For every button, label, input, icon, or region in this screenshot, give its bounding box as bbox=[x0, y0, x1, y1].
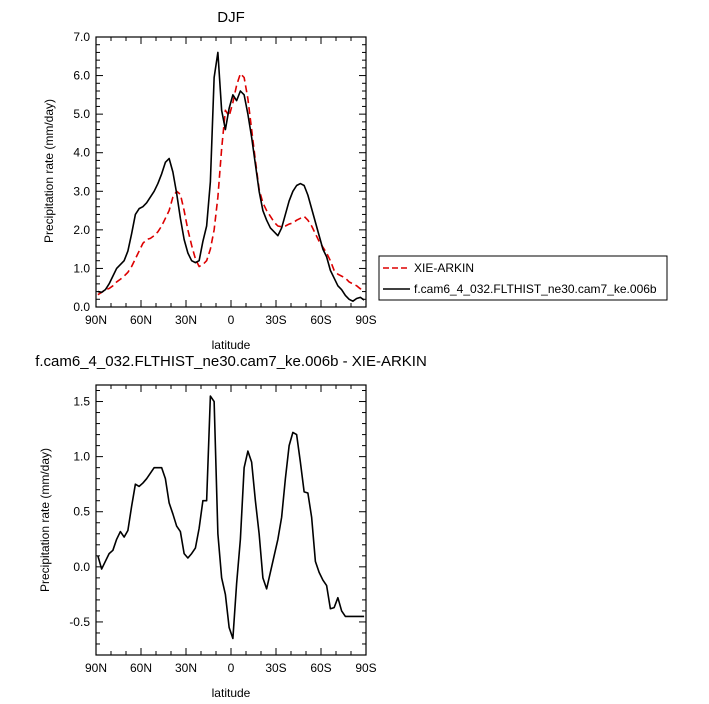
top-series-line-1 bbox=[97, 72, 365, 296]
top-x-tick-label: 90N bbox=[85, 313, 107, 327]
top-title: DJF bbox=[217, 9, 245, 26]
legend-box bbox=[378, 255, 668, 301]
bottom-y-tick-label: -0.5 bbox=[69, 615, 90, 629]
top-y-tick-label: 7.0 bbox=[73, 30, 90, 44]
bottom-y-tick-label: 0.5 bbox=[73, 505, 90, 519]
bottom-axes: 90N 60N 30N 0 30S 60S 90S -0.5 0.0 0.5 1.0 1.5 bbox=[69, 385, 377, 675]
top-x-tick-label: 90S bbox=[355, 313, 376, 327]
bottom-x-tick-label: 90N bbox=[85, 661, 107, 675]
top-y-tick-label: 5.0 bbox=[73, 107, 90, 121]
bottom-x-tick-label: 60N bbox=[130, 661, 152, 675]
top-x-tick-label: 60S bbox=[310, 313, 331, 327]
bottom-y-tick-label: 0.0 bbox=[73, 560, 90, 574]
top-axes: 90N 60N 30N 0 30S 60S 90S 0.0 1.0 2.0 3.0 4.0 5.0 6.0… bbox=[73, 30, 376, 327]
top-x-tick-label: 0 bbox=[228, 313, 235, 327]
top-x-tick-label: 30S bbox=[265, 313, 286, 327]
bottom-series-line-1 bbox=[97, 395, 365, 640]
legend-label-model: f.cam6_4_032.FLTHIST_ne30.cam7_ke.006b bbox=[414, 282, 657, 296]
bottom-title: f.cam6_4_032.FLTHIST_ne30.cam7_ke.006b -… bbox=[35, 353, 427, 370]
top-xlabel: latitude bbox=[212, 338, 251, 352]
top-y-tick-label: 6.0 bbox=[73, 69, 90, 83]
top-series-group bbox=[97, 51, 365, 303]
top-y-tick-label: 4.0 bbox=[73, 146, 90, 160]
top-ylabel: Precipitation rate (mm/day) bbox=[42, 99, 56, 243]
top-x-tick-label: 30N bbox=[175, 313, 197, 327]
legend: XIE-ARKIN f.cam6_4_032.FLTHIST_ne30.cam7… bbox=[378, 255, 668, 301]
top-y-tick-label: 3.0 bbox=[73, 184, 90, 198]
bottom-y-tick-label: 1.5 bbox=[73, 395, 90, 409]
top-x-tick-label: 60N bbox=[130, 313, 152, 327]
legend-label-xie-arkin: XIE-ARKIN bbox=[414, 261, 474, 275]
bottom-plot-frame bbox=[95, 384, 367, 656]
bottom-x-tick-label: 90S bbox=[355, 661, 376, 675]
bottom-y-tick-label: 1.0 bbox=[73, 450, 90, 464]
top-y-tick-label: 2.0 bbox=[73, 223, 90, 237]
bottom-x-tick-label: 60S bbox=[310, 661, 331, 675]
bottom-ylabel: Precipitation rate (mm/day) bbox=[38, 448, 52, 592]
bottom-x-tick-label: 30S bbox=[265, 661, 286, 675]
top-y-tick-label: 0.0 bbox=[73, 300, 90, 314]
top-panel: DJF Precipitation rate (mm/day) latitude… bbox=[42, 9, 377, 352]
top-series-line-2 bbox=[97, 51, 365, 303]
top-plot-frame bbox=[95, 36, 367, 308]
bottom-series-group bbox=[97, 395, 365, 640]
bottom-panel: f.cam6_4_032.FLTHIST_ne30.cam7_ke.006b -… bbox=[35, 353, 427, 700]
bottom-x-tick-label: 0 bbox=[228, 661, 235, 675]
bottom-xlabel: latitude bbox=[212, 686, 251, 700]
bottom-x-tick-label: 30N bbox=[175, 661, 197, 675]
top-y-tick-label: 1.0 bbox=[73, 261, 90, 275]
